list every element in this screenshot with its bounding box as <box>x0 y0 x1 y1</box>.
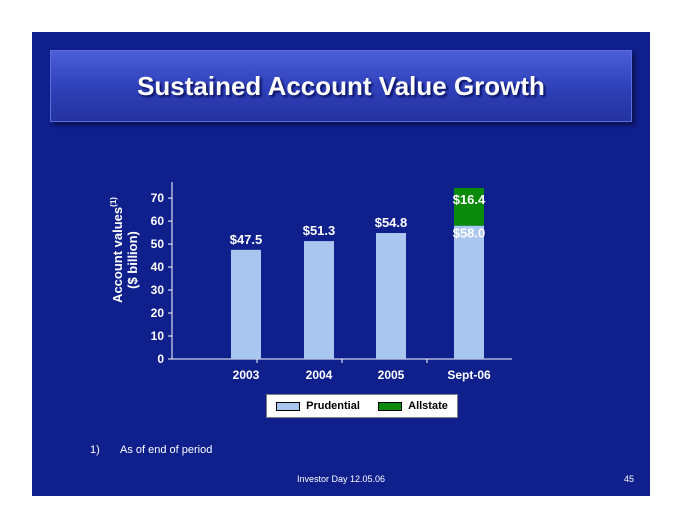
y-tick-label: 10 <box>151 329 165 343</box>
data-label-allstate-sept-06: $16.4 <box>453 192 486 207</box>
data-label-prudential-sept-06: $58.0 <box>453 226 486 241</box>
y-axis-title: Account values(1) <box>109 197 125 303</box>
legend-swatch-prudential <box>276 401 301 411</box>
legend-swatch-allstate <box>378 401 403 411</box>
footnote-number: 1) <box>90 444 100 456</box>
bar-prudential-2003 <box>231 249 261 359</box>
y-tick-label: 70 <box>151 191 165 205</box>
label-layer: $47.5 $51.3 $54.8 $58.0 $16.4 <box>230 192 486 247</box>
footnote-text: As of end of period <box>120 444 213 456</box>
bar-allstate-sept-06 <box>454 187 484 226</box>
slide: Sustained Account Value Growth 0 10 20 30 40… <box>32 32 650 496</box>
slide-title: Sustained Account Value Growth <box>137 70 545 101</box>
legend-item-prudential: Prudential <box>276 400 360 412</box>
y-tick-label: 40 <box>151 260 165 274</box>
y-tick-label: 30 <box>151 283 165 297</box>
y-axis-title-line1: Account values <box>110 207 125 303</box>
y-tick-label: 20 <box>151 306 165 320</box>
axis-layer: 0 10 20 30 40 50 60 70 2003 2004 2005 Sept-06 <box>151 182 512 382</box>
x-tick-label: 2005 <box>378 368 405 382</box>
bar-prudential-2005 <box>376 233 406 359</box>
title-banner: Sustained Account Value Growth <box>50 50 632 122</box>
page-number: 45 <box>623 474 634 484</box>
legend-label-prudential: Prudential <box>306 400 360 412</box>
x-tick-label: Sept-06 <box>447 368 491 382</box>
chart-legend: Prudential Allstate <box>266 394 458 418</box>
legend-item-allstate: Allstate <box>378 400 448 412</box>
y-axis-title-unit: ($ billion) <box>125 231 140 289</box>
bar-layer <box>231 187 484 359</box>
bar-prudential-2004 <box>304 241 334 359</box>
bar-prudential-sept-06 <box>454 225 484 359</box>
y-tick-label: 50 <box>151 237 165 251</box>
footnote: 1) As of end of period <box>90 444 212 456</box>
x-tick-label: 2003 <box>233 368 260 382</box>
data-label-prudential-2005: $54.8 <box>375 215 408 230</box>
data-label-prudential-2003: $47.5 <box>230 232 263 247</box>
footer-text: Investor Day 12.05.06 <box>296 474 386 484</box>
data-label-prudential-2004: $51.3 <box>303 223 336 238</box>
y-tick-label: 60 <box>151 214 165 228</box>
x-tick-label: 2004 <box>306 368 333 382</box>
bar-chart: 0 10 20 30 40 50 60 70 2003 2004 2005 Sept-06 $47.5… <box>109 182 512 382</box>
y-tick-label: 0 <box>157 352 164 366</box>
legend-label-allstate: Allstate <box>408 400 448 412</box>
y-axis-title-superscript: (1) <box>109 197 118 207</box>
